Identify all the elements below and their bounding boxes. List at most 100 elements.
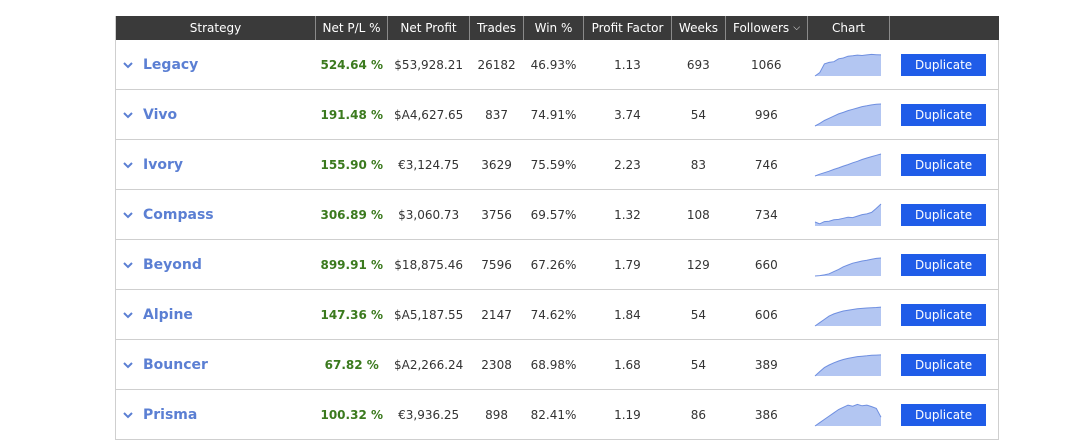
table-row: Vivo 191.48 % $A4,627.65 837 74.91% 3.74… [116, 90, 999, 140]
header-trades[interactable]: Trades [470, 16, 524, 40]
followers: 1066 [751, 57, 782, 72]
strategy-name[interactable]: Bouncer [143, 356, 208, 373]
duplicate-button[interactable]: Duplicate [901, 53, 987, 76]
win-pct: 74.91% [530, 107, 577, 122]
header-net-profit[interactable]: Net Profit [388, 16, 470, 40]
profit-factor: 2.23 [614, 157, 641, 172]
header-followers[interactable]: Followers ⌵ [726, 16, 808, 40]
equity-sparkline[interactable] [814, 103, 882, 127]
chart-cell [807, 190, 889, 239]
sparkline-area [815, 306, 882, 326]
followers: 660 [754, 257, 778, 272]
table-row: Bouncer 67.82 % $A2,266.24 2308 68.98% 1… [116, 340, 999, 390]
followers: 386 [754, 407, 778, 422]
weeks: 83 [690, 157, 706, 172]
header-profit-factor[interactable]: Profit Factor [584, 16, 672, 40]
strategy-name[interactable]: Compass [143, 206, 214, 223]
win-pct: 68.98% [530, 357, 577, 372]
strategy-name[interactable]: Vivo [143, 106, 178, 123]
net-profit: $A2,266.24 [394, 357, 464, 372]
net-profit: $A4,627.65 [394, 107, 464, 122]
equity-sparkline[interactable] [814, 253, 882, 277]
chevron-down-icon[interactable] [123, 210, 133, 220]
header-net-pl-pct[interactable]: Net P/L % [316, 16, 388, 40]
trades: 3756 [481, 207, 512, 222]
strategy-cell: Beyond [116, 240, 316, 289]
strategy-cell: Ivory [116, 140, 316, 189]
strategy-name[interactable]: Beyond [143, 256, 202, 273]
duplicate-cell: Duplicate [889, 140, 998, 189]
profit-factor: 3.74 [614, 107, 641, 122]
net-profit: $53,928.21 [394, 57, 464, 72]
followers: 746 [754, 157, 778, 172]
duplicate-button[interactable]: Duplicate [901, 303, 987, 326]
sparkline-line [814, 403, 882, 426]
strategy-name[interactable]: Ivory [143, 156, 183, 173]
net-pl-pct: 524.64 % [320, 57, 383, 72]
chart-cell [807, 290, 889, 339]
duplicate-cell: Duplicate [889, 340, 998, 389]
strategy-cell: Prisma [116, 390, 316, 439]
sparkline-line [814, 53, 882, 76]
strategy-cell: Bouncer [116, 340, 316, 389]
win-pct: 74.62% [530, 307, 577, 322]
duplicate-cell: Duplicate [889, 90, 998, 139]
duplicate-cell: Duplicate [889, 290, 998, 339]
win-pct: 46.93% [530, 57, 577, 72]
duplicate-button[interactable]: Duplicate [901, 103, 987, 126]
equity-sparkline[interactable] [814, 53, 882, 77]
duplicate-button[interactable]: Duplicate [901, 253, 987, 276]
trades: 2308 [481, 357, 512, 372]
duplicate-button[interactable]: Duplicate [901, 153, 987, 176]
equity-sparkline[interactable] [814, 403, 882, 427]
net-profit: $A5,187.55 [394, 307, 464, 322]
header-chart: Chart [808, 16, 890, 40]
table-header: Strategy Net P/L % Net Profit Trades Win… [116, 16, 999, 40]
table-row: Legacy 524.64 % $53,928.21 26182 46.93% … [116, 40, 999, 90]
sparkline-area [815, 257, 882, 276]
strategy-name[interactable]: Prisma [143, 406, 198, 423]
strategy-name[interactable]: Alpine [143, 306, 193, 323]
strategy-name[interactable]: Legacy [143, 56, 199, 73]
weeks: 54 [690, 307, 706, 322]
header-weeks[interactable]: Weeks [672, 16, 726, 40]
chevron-down-icon[interactable] [123, 260, 133, 270]
trades: 837 [485, 107, 509, 122]
duplicate-button[interactable]: Duplicate [901, 353, 987, 376]
chevron-down-icon[interactable] [123, 360, 133, 370]
followers: 606 [754, 307, 778, 322]
equity-sparkline[interactable] [814, 353, 882, 377]
trades: 26182 [477, 57, 516, 72]
header-strategy[interactable]: Strategy [116, 16, 316, 40]
sparkline-area [815, 53, 882, 76]
chevron-down-icon[interactable] [123, 410, 133, 420]
trades: 898 [485, 407, 509, 422]
sort-desc-icon[interactable]: ⌵ [793, 23, 801, 33]
strategy-cell: Alpine [116, 290, 316, 339]
header-actions [890, 16, 999, 40]
duplicate-cell: Duplicate [889, 190, 998, 239]
weeks: 54 [690, 357, 706, 372]
strategy-table: Strategy Net P/L % Net Profit Trades Win… [115, 16, 999, 440]
duplicate-button[interactable]: Duplicate [901, 203, 987, 226]
weeks: 129 [686, 257, 710, 272]
chevron-down-icon[interactable] [123, 60, 133, 70]
chart-cell [807, 40, 889, 89]
equity-sparkline[interactable] [814, 303, 882, 327]
chevron-down-icon[interactable] [123, 310, 133, 320]
header-win-pct[interactable]: Win % [524, 16, 584, 40]
sparkline-area [815, 403, 882, 426]
equity-sparkline[interactable] [814, 153, 882, 177]
sparkline-line [814, 103, 882, 126]
chevron-down-icon[interactable] [123, 110, 133, 120]
equity-sparkline[interactable] [814, 203, 882, 227]
duplicate-button[interactable]: Duplicate [901, 403, 987, 426]
sparkline-line [814, 353, 882, 376]
net-profit: €3,124.75 [398, 157, 460, 172]
duplicate-cell: Duplicate [889, 40, 998, 89]
sparkline-area [815, 354, 882, 376]
net-pl-pct: 899.91 % [320, 257, 383, 272]
chevron-down-icon[interactable] [123, 160, 133, 170]
chart-cell [807, 390, 889, 439]
table-row: Beyond 899.91 % $18,875.46 7596 67.26% 1… [116, 240, 999, 290]
